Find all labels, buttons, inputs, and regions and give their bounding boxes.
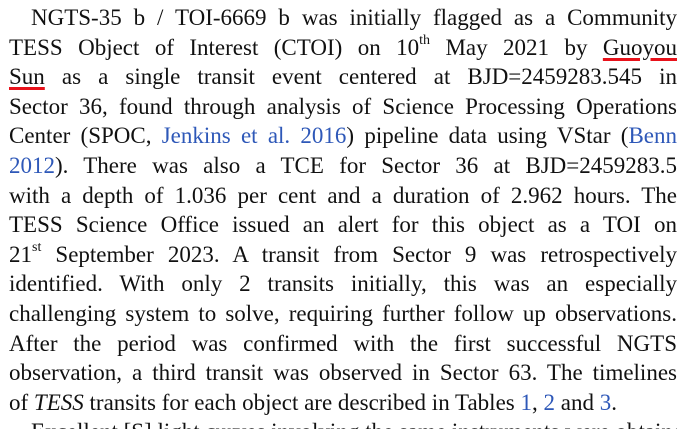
table-link-1[interactable]: 1 (520, 389, 532, 415)
line-1-text: NGTS-35 b / TOI-6669 b was initially fla… (31, 5, 677, 30)
table-link-2[interactable]: 2 (543, 389, 555, 415)
next-paragraph-text: Excellent [S] light curves involving the… (31, 419, 677, 429)
line-13-text: observation, a third transit was observe… (9, 360, 677, 386)
line-2-text-b: May 2021 by (430, 34, 603, 60)
tess-italic: TESS (33, 389, 84, 415)
text-line-12: After the period was confirmed with the … (9, 329, 677, 359)
line-9-text-b: September 2023. A transit from Sector 9 … (41, 241, 677, 267)
line-5-text: Center (SPOC, (9, 123, 162, 149)
line-14-comma: , (531, 389, 544, 415)
highlighted-name-first: Guoyou (602, 34, 677, 60)
table-link-3[interactable]: 3 (599, 389, 612, 415)
text-line-8: TESS Science Office issued an alert for … (9, 210, 677, 240)
highlighted-name-last: Sun (9, 64, 45, 90)
superscript-st: st (32, 240, 42, 256)
text-line-7: with a depth of 1.036 per cent and a dur… (9, 181, 677, 211)
line-14-text-b: transits for each object are described i… (83, 389, 521, 415)
text-line-14: of TESS transits for each object are des… (9, 388, 677, 418)
line-9-text: 21 (9, 241, 32, 267)
citation-link-benn-year[interactable]: 2012 (9, 152, 55, 178)
body-paragraph: NGTS-35 b / TOI-6669 b was initially fla… (9, 3, 677, 417)
text-line-13: observation, a third transit was observe… (9, 358, 677, 388)
line-10-text: identified. With only 2 transits initial… (9, 271, 677, 297)
line-8-text: TESS Science Office issued an alert for … (9, 212, 677, 238)
citation-link-jenkins[interactable]: Jenkins et al. 2016 (161, 123, 347, 149)
line-6-text: ). There was also a TCE for Sector 36 at… (55, 152, 677, 178)
text-line-3: Sun as a single transit event centered a… (9, 62, 677, 92)
text-line-2: TESS Object of Interest (CTOI) on 10th M… (9, 33, 677, 63)
line-5-text-b: ) pipeline data using VStar ( (346, 123, 629, 149)
line-14-period: . (611, 389, 617, 415)
line-12-text: After the period was confirmed with the … (9, 330, 677, 356)
superscript-th: th (419, 32, 431, 48)
line-11-text: challenging system to solve, requiring f… (9, 300, 677, 326)
text-line-4: Sector 36, found through analysis of Sci… (9, 92, 677, 122)
line-4-text: Sector 36, found through analysis of Sci… (9, 93, 677, 119)
line-2-text: TESS Object of Interest (CTOI) on 10 (9, 34, 420, 60)
text-line-1: NGTS-35 b / TOI-6669 b was initially fla… (9, 3, 677, 33)
citation-link-benn[interactable]: Benn (628, 123, 677, 149)
line-7-text: with a depth of 1.036 per cent and a dur… (9, 182, 677, 208)
text-line-5: Center (SPOC, Jenkins et al. 2016) pipel… (9, 121, 677, 151)
text-line-10: identified. With only 2 transits initial… (9, 269, 677, 299)
next-paragraph-clipped: Excellent [S] light curves involving the… (9, 417, 677, 429)
line-3-text: as a single transit event centered at BJ… (44, 64, 677, 90)
text-line-6: 2012). There was also a TCE for Sector 3… (9, 151, 677, 181)
text-line-9: 21st September 2023. A transit from Sect… (9, 240, 677, 270)
text-line-11: challenging system to solve, requiring f… (9, 299, 677, 329)
line-14-text: of (9, 389, 34, 415)
line-14-and: and (554, 389, 600, 415)
